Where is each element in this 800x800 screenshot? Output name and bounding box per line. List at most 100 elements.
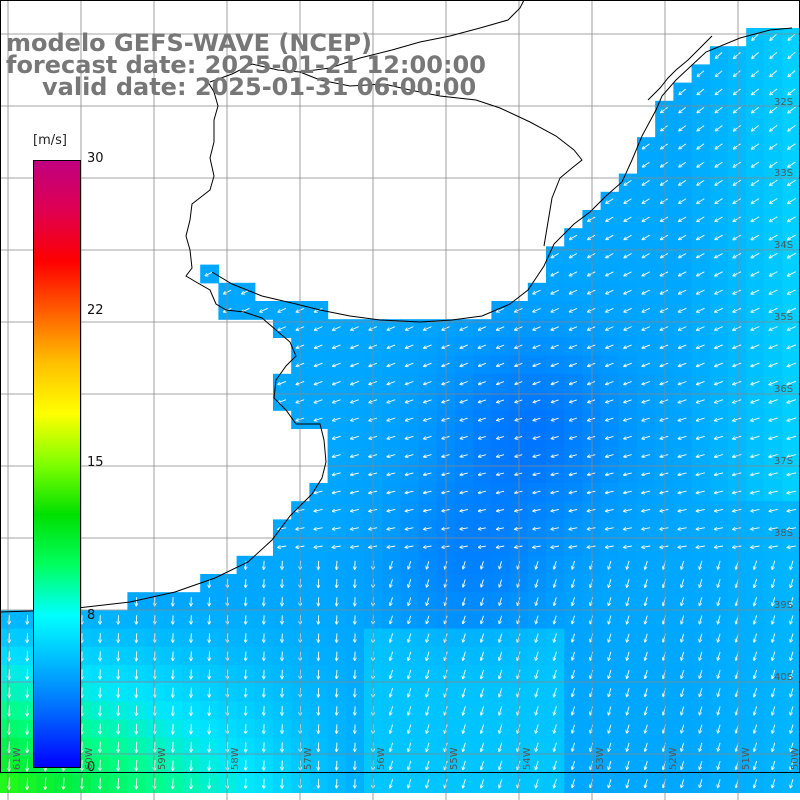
colorbar-tick-30: 30 xyxy=(87,151,104,166)
wind-arrow xyxy=(606,546,614,547)
wind-arrow xyxy=(588,528,596,530)
lon-label-53w: 53W xyxy=(595,747,606,770)
wind-arrow xyxy=(751,546,760,547)
wind-arrow xyxy=(588,344,596,348)
wind-arrow xyxy=(479,455,487,457)
wind-arrow xyxy=(82,723,83,734)
wind-arrow xyxy=(661,107,668,112)
wind-arrow xyxy=(788,234,796,239)
wind-arrow xyxy=(9,723,10,734)
wind-arrow xyxy=(752,52,759,58)
wind-arrow xyxy=(661,326,669,330)
wind-arrow xyxy=(715,546,724,547)
wind-arrow xyxy=(788,51,796,58)
wind-arrow xyxy=(642,435,651,438)
wind-arrow xyxy=(569,546,578,547)
wind-arrow xyxy=(733,253,742,257)
wind-arrow xyxy=(154,778,155,788)
wind-arrow xyxy=(408,561,412,568)
wind-arrow xyxy=(588,381,596,385)
wind-arrow xyxy=(643,234,650,239)
wind-arrow xyxy=(460,510,468,512)
wind-arrow xyxy=(497,399,505,402)
wind-arrow xyxy=(424,454,432,457)
wind-arrow xyxy=(752,216,760,222)
wind-arrow xyxy=(788,289,796,294)
wind-arrow xyxy=(715,362,724,366)
wind-arrow xyxy=(463,561,466,568)
wind-arrow xyxy=(534,435,541,438)
wind-arrow xyxy=(661,180,669,185)
wind-arrow xyxy=(679,490,687,493)
wind-arrow xyxy=(769,472,778,475)
wind-arrow xyxy=(734,125,741,131)
wind-arrow xyxy=(315,344,323,348)
wind-arrow xyxy=(606,435,614,438)
wind-arrow xyxy=(643,161,650,167)
wind-arrow xyxy=(497,326,505,330)
wind-arrow xyxy=(642,399,651,403)
wind-arrow xyxy=(715,180,723,185)
wind-arrow xyxy=(278,528,287,530)
wind-arrow xyxy=(734,143,741,149)
wind-arrow xyxy=(642,381,651,385)
wind-arrow xyxy=(643,198,650,203)
wind-arrow xyxy=(661,253,669,258)
wind-arrow xyxy=(698,70,705,76)
wind-arrow xyxy=(315,362,323,366)
wind-arrow xyxy=(497,455,505,457)
wind-arrow xyxy=(769,380,778,384)
wind-arrow xyxy=(588,399,596,403)
wind-arrow xyxy=(606,362,614,366)
wind-arrow xyxy=(715,161,723,167)
wind-arrow xyxy=(733,490,742,493)
wind-arrow xyxy=(679,307,687,312)
wind-arrow xyxy=(351,417,359,421)
wind-arrow xyxy=(406,509,414,511)
wind-arrow xyxy=(588,326,596,330)
wind-arrow xyxy=(479,326,487,330)
wind-arrow xyxy=(769,454,778,457)
wind-arrow xyxy=(660,472,669,475)
wind-arrow xyxy=(351,490,360,493)
wind-arrow xyxy=(424,510,432,512)
wind-arrow xyxy=(315,380,323,384)
wind-arrow xyxy=(479,510,486,512)
wind-arrow xyxy=(424,381,432,385)
wind-arrow xyxy=(697,490,705,493)
wind-arrow xyxy=(751,326,760,331)
wind-arrow xyxy=(751,253,760,257)
wind-arrow xyxy=(606,399,614,403)
wind-arrow xyxy=(351,546,359,547)
wind-arrow xyxy=(733,344,742,348)
lon-label-56w: 56W xyxy=(376,747,387,770)
wind-arrow xyxy=(642,289,650,294)
wind-arrow xyxy=(679,454,687,457)
wind-arrow xyxy=(788,509,796,511)
wind-arrow xyxy=(552,435,559,438)
wind-arrow xyxy=(788,528,796,530)
wind-arrow xyxy=(770,143,778,149)
wind-arrow xyxy=(461,417,468,420)
wind-arrow xyxy=(733,528,742,530)
wind-arrow xyxy=(387,435,396,438)
wind-arrow xyxy=(661,234,669,239)
wind-arrow xyxy=(787,399,797,403)
wind-arrow xyxy=(479,399,487,402)
wind-arrow xyxy=(624,528,632,530)
wind-arrow xyxy=(154,760,155,770)
wind-arrow xyxy=(752,106,760,112)
wind-arrow xyxy=(788,344,797,348)
wind-arrow xyxy=(606,381,614,385)
wind-arrow xyxy=(770,234,778,239)
wind-arrow xyxy=(497,435,505,438)
wind-arrow xyxy=(315,509,323,511)
wind-arrow xyxy=(788,198,796,204)
wind-arrow xyxy=(387,546,396,547)
wind-arrow xyxy=(697,326,705,330)
wind-arrow xyxy=(697,216,705,221)
wind-arrow xyxy=(788,179,796,185)
wind-arrow xyxy=(570,271,578,276)
wind-arrow xyxy=(136,778,137,788)
